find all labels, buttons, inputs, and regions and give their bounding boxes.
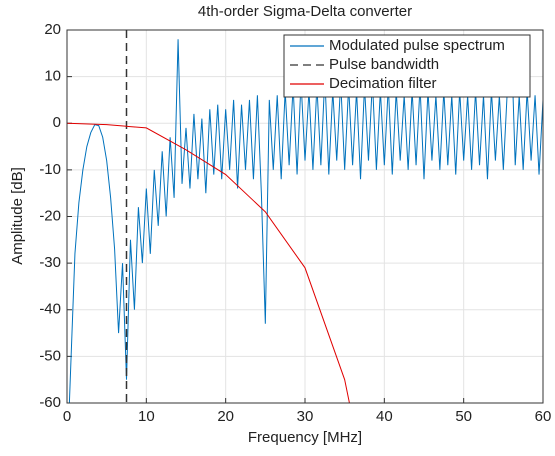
legend-box — [283, 34, 531, 98]
legend-label: Pulse bandwidth — [329, 56, 439, 73]
x-tick-label: 0 — [63, 408, 71, 425]
x-tick-label: 20 — [217, 408, 234, 425]
line-series — [67, 122, 350, 403]
y-tick-label: -60 — [39, 394, 61, 411]
x-axis-label: Frequency [MHz] — [248, 429, 362, 446]
chart-title: 4th-order Sigma-Delta converter — [198, 3, 412, 20]
y-tick-label: 0 — [53, 114, 61, 131]
legend-label: Modulated pulse spectrum — [329, 37, 505, 54]
plot-frame — [66, 29, 544, 404]
y-tick-label: 10 — [44, 68, 61, 85]
line-series — [68, 39, 543, 403]
legend: Modulated pulse spectrum Pulse bandwidth D… — [283, 34, 531, 98]
y-tick-label: 20 — [44, 21, 61, 38]
legend-label: Decimation filter — [329, 75, 437, 92]
series-group — [67, 30, 543, 403]
y-tick-label: -30 — [39, 254, 61, 271]
y-tick-label: -40 — [39, 301, 61, 318]
y-tick-label: -10 — [39, 161, 61, 178]
x-tick-label: 30 — [297, 408, 314, 425]
x-tick-label: 60 — [535, 408, 552, 425]
x-tick-label: 50 — [455, 408, 472, 425]
y-tick-label: -50 — [39, 347, 61, 364]
x-tick-label: 10 — [138, 408, 155, 425]
y-tick-label: -20 — [39, 207, 61, 224]
y-axis-label: Amplitude [dB] — [9, 167, 26, 265]
x-tick-label: 40 — [376, 408, 393, 425]
